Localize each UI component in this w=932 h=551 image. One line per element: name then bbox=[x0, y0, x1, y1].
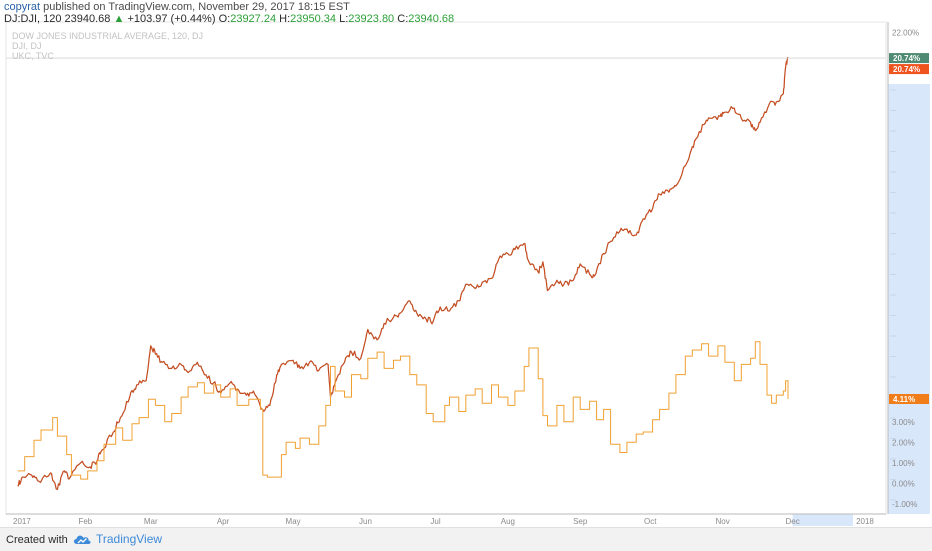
publish-text: published on TradingView.com, November 2… bbox=[43, 1, 350, 13]
series-legend: DOW JONES INDUSTRIAL AVERAGE, 120, DJ DJ… bbox=[12, 31, 203, 61]
price-change: +103.97 (+0.44%) bbox=[127, 13, 216, 25]
symbol-info: DJ:DJI, 120 23940.68 ▲ +103.97 (+0.44%) … bbox=[4, 13, 454, 25]
x-tick-label: Feb bbox=[78, 517, 92, 526]
dji-value-badge-bg bbox=[889, 53, 929, 64]
x-tick-label: Jul bbox=[430, 517, 440, 526]
y-tick-label: 22.00% bbox=[892, 28, 919, 37]
time-axis-highlight bbox=[792, 514, 853, 526]
dji-value-badge: 20.74% bbox=[893, 54, 920, 63]
tradingview-cloud-icon bbox=[73, 535, 91, 544]
dji-series-highlight bbox=[17, 56, 789, 490]
up-arrow-icon: ▲ bbox=[113, 13, 125, 25]
ukc-value-badge: 4.11% bbox=[893, 395, 915, 404]
close-label: C: bbox=[397, 13, 409, 25]
x-tick-label: Nov bbox=[715, 517, 729, 526]
legend-ukc-series[interactable]: UKC, TVC bbox=[12, 51, 54, 61]
x-tick-label: May bbox=[286, 517, 301, 526]
footer-bar: Created with TradingView bbox=[0, 527, 932, 551]
x-tick-label: Apr bbox=[217, 517, 230, 526]
high-value: 23950.34 bbox=[290, 13, 337, 25]
price-axis-highlight bbox=[888, 84, 930, 514]
x-tick-label: Dec bbox=[786, 517, 800, 526]
low-value: 23923.80 bbox=[348, 13, 395, 25]
dji-price-badge: 20.74% bbox=[893, 65, 920, 74]
ukc-value-badge-bg bbox=[889, 393, 929, 404]
x-tick-label: 2017 bbox=[13, 517, 31, 526]
high-label: H: bbox=[279, 13, 291, 25]
y-tick-label: 0.00% bbox=[892, 479, 915, 488]
x-tick-label: 2018 bbox=[856, 517, 874, 526]
ukc-series-line[interactable] bbox=[17, 341, 789, 480]
dji-series-line[interactable] bbox=[17, 56, 789, 490]
legend-main-series[interactable]: DOW JONES INDUSTRIAL AVERAGE, 120, DJ bbox=[12, 31, 204, 41]
dji-price-badge-bg bbox=[889, 64, 929, 75]
y-tick-label: -1.00% bbox=[892, 500, 917, 509]
close-value: 23940.68 bbox=[408, 13, 455, 25]
x-tick-label: Aug bbox=[501, 517, 515, 526]
x-tick-label: Oct bbox=[644, 517, 657, 526]
chart-canvas[interactable]: 22.00% -1.00% 0.00% 1.00% 2.00% 3.00% 2017 Feb M… bbox=[0, 0, 932, 528]
y-tick-label: 3.00% bbox=[892, 418, 915, 427]
brand-label: TradingView bbox=[96, 532, 163, 546]
publish-info: copyrat published on TradingView.com, No… bbox=[4, 1, 350, 13]
author-link[interactable]: copyrat bbox=[4, 1, 41, 13]
y-tick-label: 1.00% bbox=[892, 459, 915, 468]
created-with-text: Created with bbox=[6, 534, 68, 546]
x-tick-label: Sep bbox=[573, 517, 588, 526]
legend-dji-series[interactable]: DJI, DJ bbox=[12, 41, 42, 51]
plot-frame bbox=[5, 21, 887, 515]
tradingview-link[interactable]: TradingView bbox=[72, 532, 162, 546]
open-label: O: bbox=[218, 13, 231, 25]
open-value: 23927.24 bbox=[230, 13, 277, 25]
x-tick-label: Jun bbox=[359, 517, 372, 526]
last-price: 23940.68 bbox=[64, 13, 111, 25]
x-tick-label: Mar bbox=[144, 517, 158, 526]
symbol-label: DJ:DJI, 120 bbox=[4, 13, 62, 25]
y-tick-label: 2.00% bbox=[892, 438, 915, 447]
low-label: L: bbox=[339, 13, 349, 25]
